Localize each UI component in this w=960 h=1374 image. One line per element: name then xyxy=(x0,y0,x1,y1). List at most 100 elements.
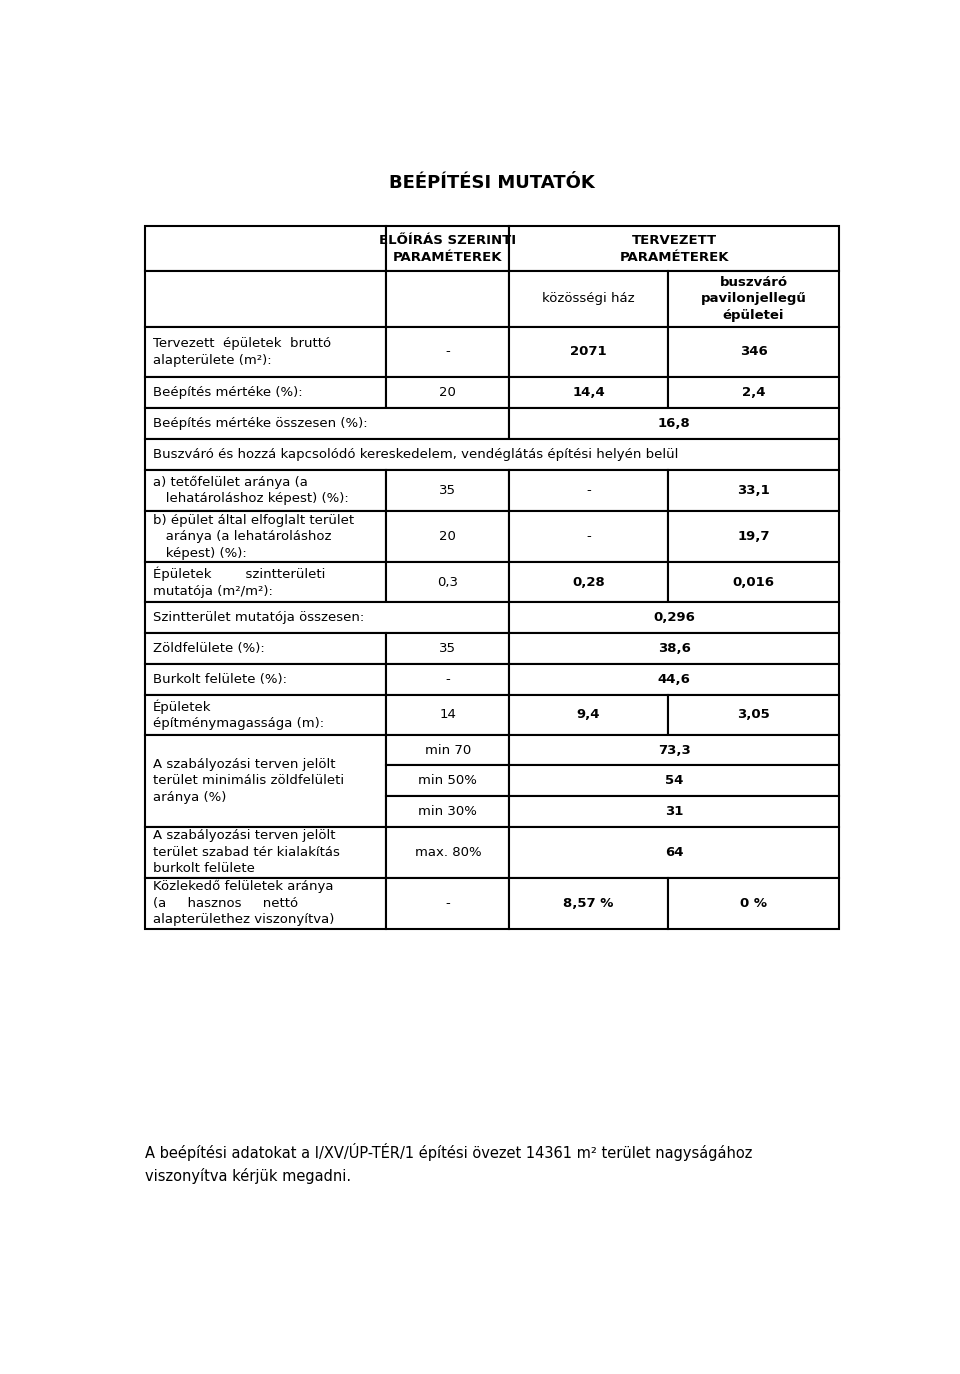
Text: 9,4: 9,4 xyxy=(577,708,600,721)
Bar xyxy=(145,511,387,562)
Bar xyxy=(510,378,668,408)
Text: max. 80%: max. 80% xyxy=(415,846,481,859)
Text: ELŐÍRÁS SZERINTI
PARAMÉTEREK: ELŐÍRÁS SZERINTI PARAMÉTEREK xyxy=(379,234,516,264)
Text: 19,7: 19,7 xyxy=(737,530,770,543)
Bar xyxy=(668,378,839,408)
Text: min 70: min 70 xyxy=(424,743,471,757)
Bar xyxy=(510,797,839,827)
Text: A szabályozási terven jelölt
terület minimális zöldfelületi
aránya (%): A szabályozási terven jelölt terület min… xyxy=(153,758,344,804)
Bar xyxy=(387,378,510,408)
Bar xyxy=(387,227,510,271)
Text: 54: 54 xyxy=(665,775,684,787)
Text: min 30%: min 30% xyxy=(419,805,477,818)
Bar xyxy=(510,695,668,735)
Text: Épületek
építménymagassága (m):: Épületek építménymagassága (m): xyxy=(153,699,324,730)
Text: 14,4: 14,4 xyxy=(572,386,605,400)
Bar xyxy=(145,408,510,440)
Text: 73,3: 73,3 xyxy=(658,743,690,757)
Bar xyxy=(510,827,839,878)
Text: Zöldfelülete (%):: Zöldfelülete (%): xyxy=(153,642,264,655)
Text: 0 %: 0 % xyxy=(740,897,767,910)
Text: 31: 31 xyxy=(665,805,684,818)
Text: 0,296: 0,296 xyxy=(654,611,695,624)
Bar xyxy=(510,470,668,511)
Bar xyxy=(510,408,839,440)
Bar xyxy=(145,602,510,633)
Bar xyxy=(145,470,387,511)
Bar xyxy=(145,633,387,664)
Text: 14: 14 xyxy=(440,708,456,721)
Bar xyxy=(387,765,510,797)
Bar xyxy=(510,765,839,797)
Bar xyxy=(145,378,387,408)
Bar xyxy=(668,470,839,511)
Bar xyxy=(145,327,387,378)
Bar xyxy=(387,633,510,664)
Bar xyxy=(510,227,839,271)
Text: 0,016: 0,016 xyxy=(732,576,775,588)
Bar xyxy=(387,827,510,878)
Bar xyxy=(145,827,387,878)
Text: min 50%: min 50% xyxy=(419,775,477,787)
Bar xyxy=(510,664,839,695)
Bar xyxy=(668,511,839,562)
Bar xyxy=(145,695,387,735)
Bar xyxy=(145,664,387,695)
Text: 16,8: 16,8 xyxy=(658,418,690,430)
Text: 0,3: 0,3 xyxy=(438,576,459,588)
Text: A szabályozási terven jelölt
terület szabad tér kialakítás
burkolt felülete: A szabályozási terven jelölt terület sza… xyxy=(153,830,340,875)
Text: 8,57 %: 8,57 % xyxy=(564,897,613,910)
Text: 2,4: 2,4 xyxy=(742,386,765,400)
Bar xyxy=(387,562,510,602)
Text: Beépítés mértéke (%):: Beépítés mértéke (%): xyxy=(153,386,302,400)
Text: BEÉPÍTÉSI MUTATÓK: BEÉPÍTÉSI MUTATÓK xyxy=(389,174,595,192)
Text: közösségi ház: közösségi ház xyxy=(542,293,635,305)
Bar xyxy=(510,602,839,633)
Bar xyxy=(387,664,510,695)
Text: 64: 64 xyxy=(665,846,684,859)
Text: Burkolt felülete (%):: Burkolt felülete (%): xyxy=(153,673,286,686)
Text: -: - xyxy=(587,484,591,497)
Text: buszváró
pavilonjellegű
épületei: buszváró pavilonjellegű épületei xyxy=(701,276,806,322)
Text: 35: 35 xyxy=(440,642,456,655)
Text: Beépítés mértéke összesen (%):: Beépítés mértéke összesen (%): xyxy=(153,418,367,430)
Bar xyxy=(387,797,510,827)
Text: 35: 35 xyxy=(440,484,456,497)
Text: a) tetőfelület aránya (a
   lehatároláshoz képest) (%):: a) tetőfelület aránya (a lehatároláshoz … xyxy=(153,475,348,506)
Bar xyxy=(668,562,839,602)
Bar xyxy=(510,735,839,765)
Bar xyxy=(387,511,510,562)
Bar xyxy=(145,227,387,271)
Text: b) épület által elfoglalt terület
   aránya (a lehatároláshoz
   képest) (%):: b) épület által elfoglalt terület aránya… xyxy=(153,514,353,559)
Bar xyxy=(510,633,839,664)
Text: -: - xyxy=(445,673,450,686)
Bar xyxy=(668,271,839,327)
Text: Buszváró és hozzá kapcsolódó kereskedelem, vendéglátás építési helyén belül: Buszváró és hozzá kapcsolódó kereskedele… xyxy=(153,448,678,460)
Text: TERVEZETT
PARAMÉTEREK: TERVEZETT PARAMÉTEREK xyxy=(619,234,729,264)
Bar xyxy=(668,327,839,378)
Text: 38,6: 38,6 xyxy=(658,642,690,655)
Bar xyxy=(145,878,387,929)
Bar xyxy=(510,327,668,378)
Text: 2071: 2071 xyxy=(570,345,607,359)
Text: A beépítési adatokat a I/XV/ÚP-TÉR/1 építési övezet 14361 m² terület nagyságához: A beépítési adatokat a I/XV/ÚP-TÉR/1 épí… xyxy=(145,1143,753,1161)
Text: Közlekedő felületek aránya
(a     hasznos     nettó
alapterülethez viszonyítva): Közlekedő felületek aránya (a hasznos ne… xyxy=(153,881,334,926)
Text: -: - xyxy=(445,345,450,359)
Bar xyxy=(510,271,668,327)
Text: Tervezett  épületek  bruttó
alapterülete (m²):: Tervezett épületek bruttó alapterülete (… xyxy=(153,337,330,367)
Bar xyxy=(145,271,387,327)
Text: -: - xyxy=(445,897,450,910)
Bar xyxy=(510,562,668,602)
Text: 20: 20 xyxy=(440,386,456,400)
Bar xyxy=(145,735,387,827)
Bar xyxy=(510,878,668,929)
Text: Szintterület mutatója összesen:: Szintterület mutatója összesen: xyxy=(153,611,364,624)
Text: Épületek        szintterületi
mutatója (m²/m²):: Épületek szintterületi mutatója (m²/m²): xyxy=(153,566,324,598)
Text: 33,1: 33,1 xyxy=(737,484,770,497)
Text: 346: 346 xyxy=(739,345,767,359)
Text: 20: 20 xyxy=(440,530,456,543)
Bar xyxy=(387,695,510,735)
Text: -: - xyxy=(587,530,591,543)
Bar xyxy=(510,511,668,562)
Text: 3,05: 3,05 xyxy=(737,708,770,721)
